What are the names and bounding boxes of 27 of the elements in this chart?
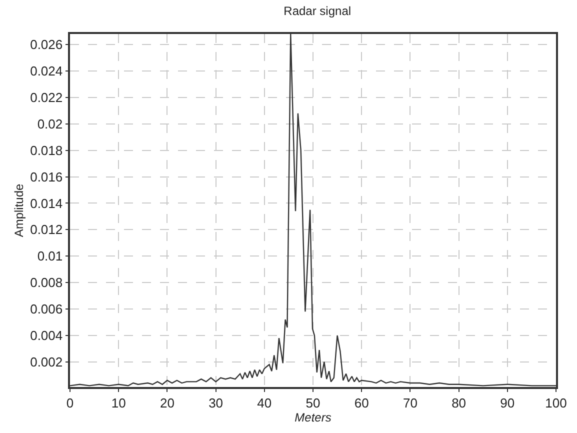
y-tick-label: 0.012 [30,222,63,238]
x-tick-label: 80 [452,395,466,410]
y-tick-label: 0.008 [30,275,63,290]
y-tick-label: 0.022 [30,90,63,106]
y-tick-label: 0.02 [37,116,63,132]
y-tick-label: 0.016 [30,169,63,184]
x-tick-label: 10 [111,395,126,410]
y-tick-label: 0.024 [30,64,63,79]
x-tick-label: 30 [208,395,224,410]
x-tick-label: 20 [160,395,174,410]
y-tick-label: 0.006 [30,302,63,317]
x-axis-title: Meters [294,410,332,425]
y-tick-label: 0.004 [30,328,63,343]
y-tick-label: 0.018 [30,142,63,158]
y-tick-label: 0.01 [37,248,63,264]
x-tick-label: 0 [66,395,74,410]
x-tick-label: 60 [354,395,369,410]
x-tick-label: 40 [257,395,272,410]
x-tick-label: 90 [500,395,515,410]
y-tick-label: 0.002 [30,354,63,370]
y-tick-label: 0.014 [30,196,63,211]
x-tick-label: 70 [402,395,418,410]
x-tick-label: 100 [545,395,567,410]
y-axis-title: Amplitude [12,184,26,238]
x-tick-label: 50 [306,395,320,410]
chart-title: Radar signal [284,4,352,18]
y-tick-label: 0.026 [30,37,63,52]
